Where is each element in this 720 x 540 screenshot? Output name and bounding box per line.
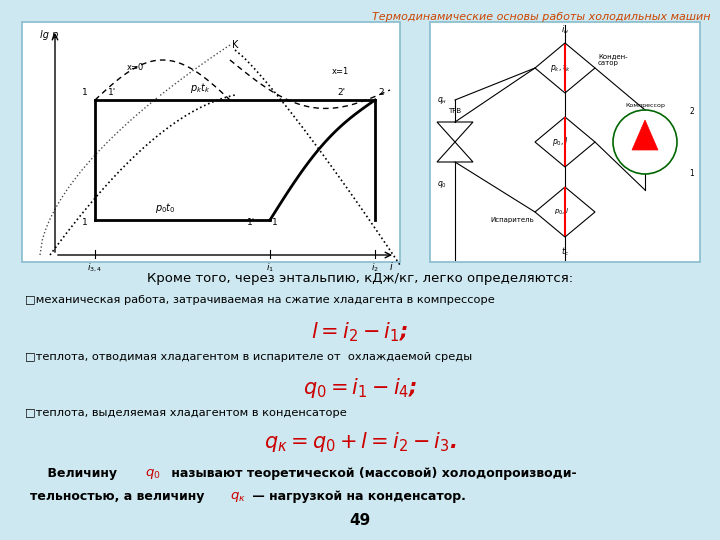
Bar [430,22,700,262]
Text: $p_0, l$: $p_0, l$ [554,207,570,217]
Text: $i_2$: $i_2$ [371,262,379,274]
Text: K: K [232,40,238,50]
Text: $2$: $2$ [689,105,695,116]
Text: $q_0  = i_1 - i_4$;: $q_0 = i_1 - i_4$; [302,376,418,400]
Text: 2': 2' [337,88,345,97]
Text: $q_\kappa = q_0 + l = i_2 - i_3$.: $q_\kappa = q_0 + l = i_2 - i_3$. [264,430,456,454]
Text: Конден-
сатор: Конден- сатор [598,53,628,66]
Text: 1': 1' [247,218,255,227]
Text: $1$: $1$ [689,166,695,178]
Text: x=0: x=0 [127,64,143,72]
Text: $q_н$: $q_н$ [437,94,447,105]
Text: 2: 2 [378,88,384,97]
Text: ТРВ: ТРВ [449,108,462,114]
Text: называют теоретической (массовой) холодопроизводи-: называют теоретической (массовой) холодо… [167,467,577,480]
Text: $i_1$: $i_1$ [266,262,274,274]
Text: $p_0, l$: $p_0, l$ [552,136,568,148]
Text: 1: 1 [82,88,88,97]
Text: □теплота, выделяемая хладагентом в конденсаторе: □теплота, выделяемая хладагентом в конде… [25,408,347,418]
Text: $p_k t_k$: $p_k t_k$ [190,81,210,95]
Text: □теплота, отводимая хладагентом в испарителе от  охлаждаемой среды: □теплота, отводимая хладагентом в испари… [25,352,472,362]
Text: lg p: lg p [40,30,58,40]
Text: $q_0$: $q_0$ [145,467,161,481]
Text: $i_н$: $i_н$ [561,24,569,37]
Text: $p_0 t_0$: $p_0 t_0$ [155,201,176,215]
Polygon shape [632,120,658,150]
Text: □механическая работа, затрачиваемая на сжатие хладагента в компрессоре: □механическая работа, затрачиваемая на с… [25,295,495,305]
Text: $q_0$: $q_0$ [437,179,447,190]
Text: 1: 1 [272,218,278,227]
Text: Термодинамические основы работы холодильных машин: Термодинамические основы работы холодиль… [372,12,710,22]
Text: Кроме того, через энтальпию, кДж/кг, легко определяются:: Кроме того, через энтальпию, кДж/кг, лег… [147,272,573,285]
Text: $p_k,t_k$: $p_k,t_k$ [550,62,570,75]
Text: i: i [390,262,392,272]
Text: $l = i_2 - i_1$;: $l = i_2 - i_1$; [312,320,408,343]
Text: 1': 1' [108,88,116,97]
Text: — нагрузкой на конденсатор.: — нагрузкой на конденсатор. [248,490,466,503]
Text: $i_{3,4}$: $i_{3,4}$ [87,262,103,274]
Text: тельностью, а величину: тельностью, а величину [30,490,209,503]
Text: Величину: Величину [30,467,122,480]
Bar [22,22,400,262]
Text: 49: 49 [349,513,371,528]
Text: $t_c$: $t_c$ [561,246,570,258]
Text: $q_\kappa$: $q_\kappa$ [230,490,246,504]
Text: $l$: $l$ [642,135,648,149]
Text: x=1: x=1 [331,68,348,77]
Text: 1: 1 [82,218,88,227]
Text: Компрессор: Компрессор [625,103,665,108]
Text: Испаритель: Испаритель [490,217,534,223]
